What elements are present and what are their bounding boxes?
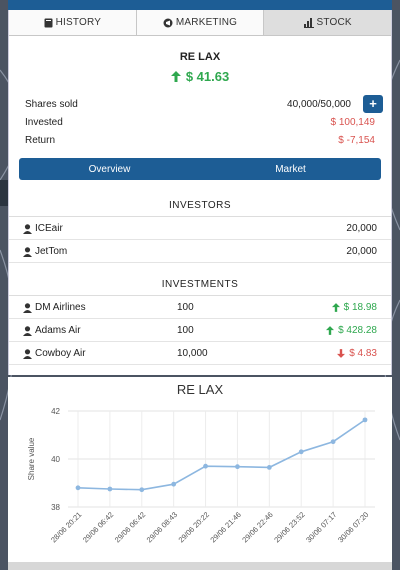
investor-amount: 20,000	[346, 223, 377, 234]
investment-shares: 100	[177, 302, 194, 313]
arrow-down-icon	[337, 349, 346, 358]
market-button[interactable]: Market	[275, 163, 306, 175]
person-icon	[23, 302, 32, 313]
data-point	[298, 449, 304, 455]
x-tick-label: 29/06 22:46	[240, 510, 274, 544]
arrow-up-icon	[331, 303, 340, 312]
investment-value: $ 4.83	[337, 348, 377, 359]
stock-price: $ 41.63	[9, 69, 391, 84]
tab-history-label: HISTORY	[55, 17, 102, 28]
investment-name: DM Airlines	[23, 302, 86, 313]
investor-name: JetTom	[23, 246, 67, 257]
return-value: $ -7,154	[338, 135, 375, 146]
investor-row[interactable]: JetTom 20,000	[9, 240, 391, 263]
view-switcher: Overview Market	[19, 158, 381, 180]
investment-row[interactable]: Adams Air 100 $ 428.28	[9, 319, 391, 342]
x-tick-label: 29/06 06:42	[81, 510, 115, 544]
buy-shares-button[interactable]: +	[363, 95, 383, 113]
person-icon	[23, 246, 32, 257]
tab-history[interactable]: HISTORY	[9, 10, 137, 35]
investment-name: Adams Air	[23, 325, 81, 336]
person-icon	[23, 325, 32, 336]
invested-label: Invested	[25, 117, 63, 128]
investment-row[interactable]: Cowboy Air 10,000 $ 4.83	[9, 342, 391, 365]
tab-marketing-label: MARKETING	[175, 17, 238, 28]
x-tick-label: 29/06 23:52	[272, 510, 306, 544]
investment-name: Cowboy Air	[23, 348, 86, 359]
x-tick-label: 30/06 07:17	[304, 510, 338, 544]
stock-title: RE LAX	[179, 51, 221, 63]
investments-heading: INVESTMENTS	[9, 279, 391, 296]
x-tick-label: 28/06 20:21	[49, 510, 83, 544]
data-point	[75, 485, 81, 491]
investors-heading: INVESTORS	[9, 200, 391, 217]
investment-name-text: DM Airlines	[35, 302, 86, 313]
investment-value: $ 428.28	[326, 325, 377, 336]
investment-name-text: Cowboy Air	[35, 348, 86, 359]
overview-button[interactable]: Overview	[88, 163, 131, 175]
shares-sold-label: Shares sold	[25, 99, 78, 110]
y-tick-label: 40	[51, 455, 60, 464]
investor-name: ICEair	[23, 223, 63, 234]
investor-name-text: JetTom	[35, 246, 68, 257]
series-line	[77, 419, 366, 491]
y-tick-label: 42	[51, 407, 60, 416]
person-icon	[23, 348, 32, 359]
return-row: Return $ -7,154	[25, 132, 375, 150]
data-point	[266, 465, 272, 470]
tab-stock-label: STOCK	[316, 17, 352, 28]
x-tick-label: 29/06 06:42	[113, 510, 147, 544]
investment-value: $ 18.98	[331, 302, 377, 313]
book-icon	[44, 18, 53, 27]
y-tick-label: 38	[51, 503, 60, 512]
x-tick-label: 29/06 20:22	[177, 510, 211, 544]
investment-shares: 100	[177, 325, 194, 336]
investor-row[interactable]: ICEair 20,000	[9, 217, 391, 240]
person-icon	[23, 223, 32, 234]
data-point	[330, 439, 336, 445]
data-point	[203, 463, 208, 469]
stock-price-value: $ 41.63	[185, 69, 230, 84]
investment-row[interactable]: DM Airlines 100 $ 18.98	[9, 296, 391, 319]
bottom-strip	[8, 562, 392, 570]
y-axis-label: Share value	[27, 437, 36, 480]
investment-value-text: $ 18.98	[343, 302, 377, 313]
return-label: Return	[25, 135, 56, 146]
window-title-bar	[8, 0, 392, 10]
megaphone-icon	[163, 18, 173, 27]
arrow-up-icon	[170, 71, 181, 82]
invested-value: $ 100,149	[330, 117, 376, 128]
x-tick-label: 30/06 07:20	[336, 510, 370, 544]
invested-row: Invested $ 100,149	[25, 114, 375, 132]
shares-sold-row: Shares sold 40,000/50,000 +	[25, 95, 383, 114]
data-point	[107, 486, 113, 492]
investment-name-text: Adams Air	[35, 325, 81, 336]
investment-value-text: $ 428.28	[338, 325, 377, 336]
data-point	[235, 464, 240, 470]
x-tick-label: 29/06 08:43	[145, 510, 179, 544]
shares-sold-value: 40,000/50,000	[287, 99, 351, 110]
data-point	[139, 487, 145, 493]
share-value-chart-panel: RE LAX 38 40 42 28/06 20:21 29/06 06:42 29/06…	[8, 377, 392, 562]
chart-title: RE LAX	[176, 382, 224, 397]
arrow-up-icon	[326, 326, 335, 335]
data-point	[362, 417, 368, 423]
investment-value-text: $ 4.83	[349, 348, 377, 359]
investment-shares: 10,000	[177, 348, 208, 359]
stock-panel: HISTORY MARKETING STOCK RE LAX $ 41.63 S…	[8, 10, 392, 375]
investor-name-text: ICEair	[35, 223, 63, 234]
investor-amount: 20,000	[346, 246, 377, 257]
x-tick-label: 29/06 21:46	[208, 510, 242, 544]
tab-marketing[interactable]: MARKETING	[136, 10, 265, 35]
bar-chart-icon	[303, 17, 314, 28]
tab-stock[interactable]: STOCK	[264, 10, 392, 35]
data-point	[171, 481, 177, 487]
tab-bar: HISTORY MARKETING STOCK	[9, 10, 392, 36]
